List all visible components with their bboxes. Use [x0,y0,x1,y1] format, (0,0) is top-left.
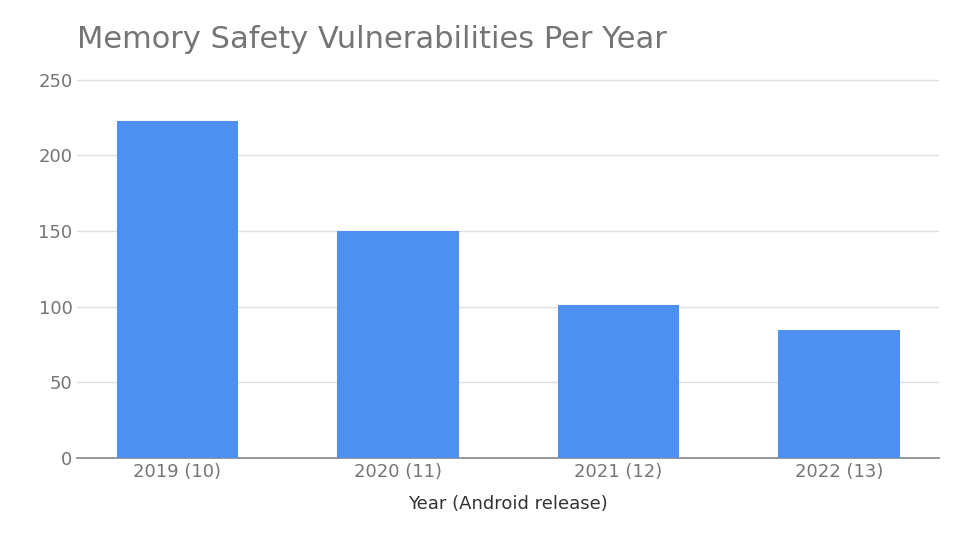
Bar [558,305,680,458]
Text: Memory Safety Vulnerabilities Per Year: Memory Safety Vulnerabilities Per Year [77,25,667,54]
Bar [778,329,900,458]
Bar [116,121,238,458]
Bar [337,231,459,458]
X-axis label: Year (Android release): Year (Android release) [408,495,608,513]
